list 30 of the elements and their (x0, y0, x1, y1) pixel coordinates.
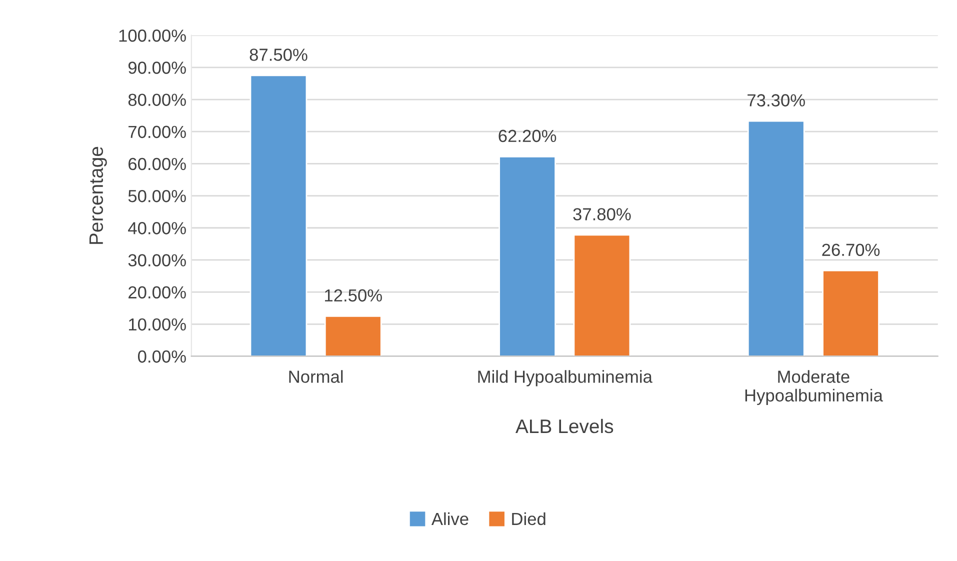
y-axis-title: Percentage (89, 146, 107, 244)
y-tick-label: 60.00% (128, 158, 186, 170)
data-label: 73.30% (748, 94, 805, 106)
y-tick-label: 70.00% (128, 126, 186, 138)
y-tick-label: 10.00% (128, 318, 186, 331)
data-label: 87.50% (250, 48, 308, 61)
y-tick-label: 80.00% (128, 94, 186, 106)
bar (324, 315, 382, 356)
bar (573, 234, 631, 356)
bar (747, 120, 805, 356)
x-axis-title: ALB Levels (515, 418, 614, 434)
y-tick-label: 0.00% (138, 350, 186, 363)
bar (250, 74, 308, 356)
data-label: 37.80% (573, 208, 631, 220)
data-label: 62.20% (498, 130, 556, 142)
data-label: 26.70% (822, 244, 880, 256)
y-tick-label: 90.00% (128, 62, 186, 74)
x-tick-label: Moderate Hypoalbuminemia (745, 370, 883, 406)
legend-label: Died (512, 512, 546, 526)
y-tick-label: 50.00% (128, 190, 186, 202)
x-tick-label: Mild Hypoalbuminemia (478, 370, 652, 386)
data-label: 12.50% (325, 289, 382, 302)
y-tick-label: 20.00% (128, 286, 186, 299)
bar (498, 156, 556, 356)
x-tick-label: Normal (289, 370, 343, 383)
legend-label: Alive (431, 512, 468, 526)
bar (822, 270, 880, 356)
y-tick-label: 100.00% (119, 30, 186, 42)
y-tick-label: 30.00% (128, 254, 186, 266)
y-tick-label: 40.00% (128, 222, 186, 234)
